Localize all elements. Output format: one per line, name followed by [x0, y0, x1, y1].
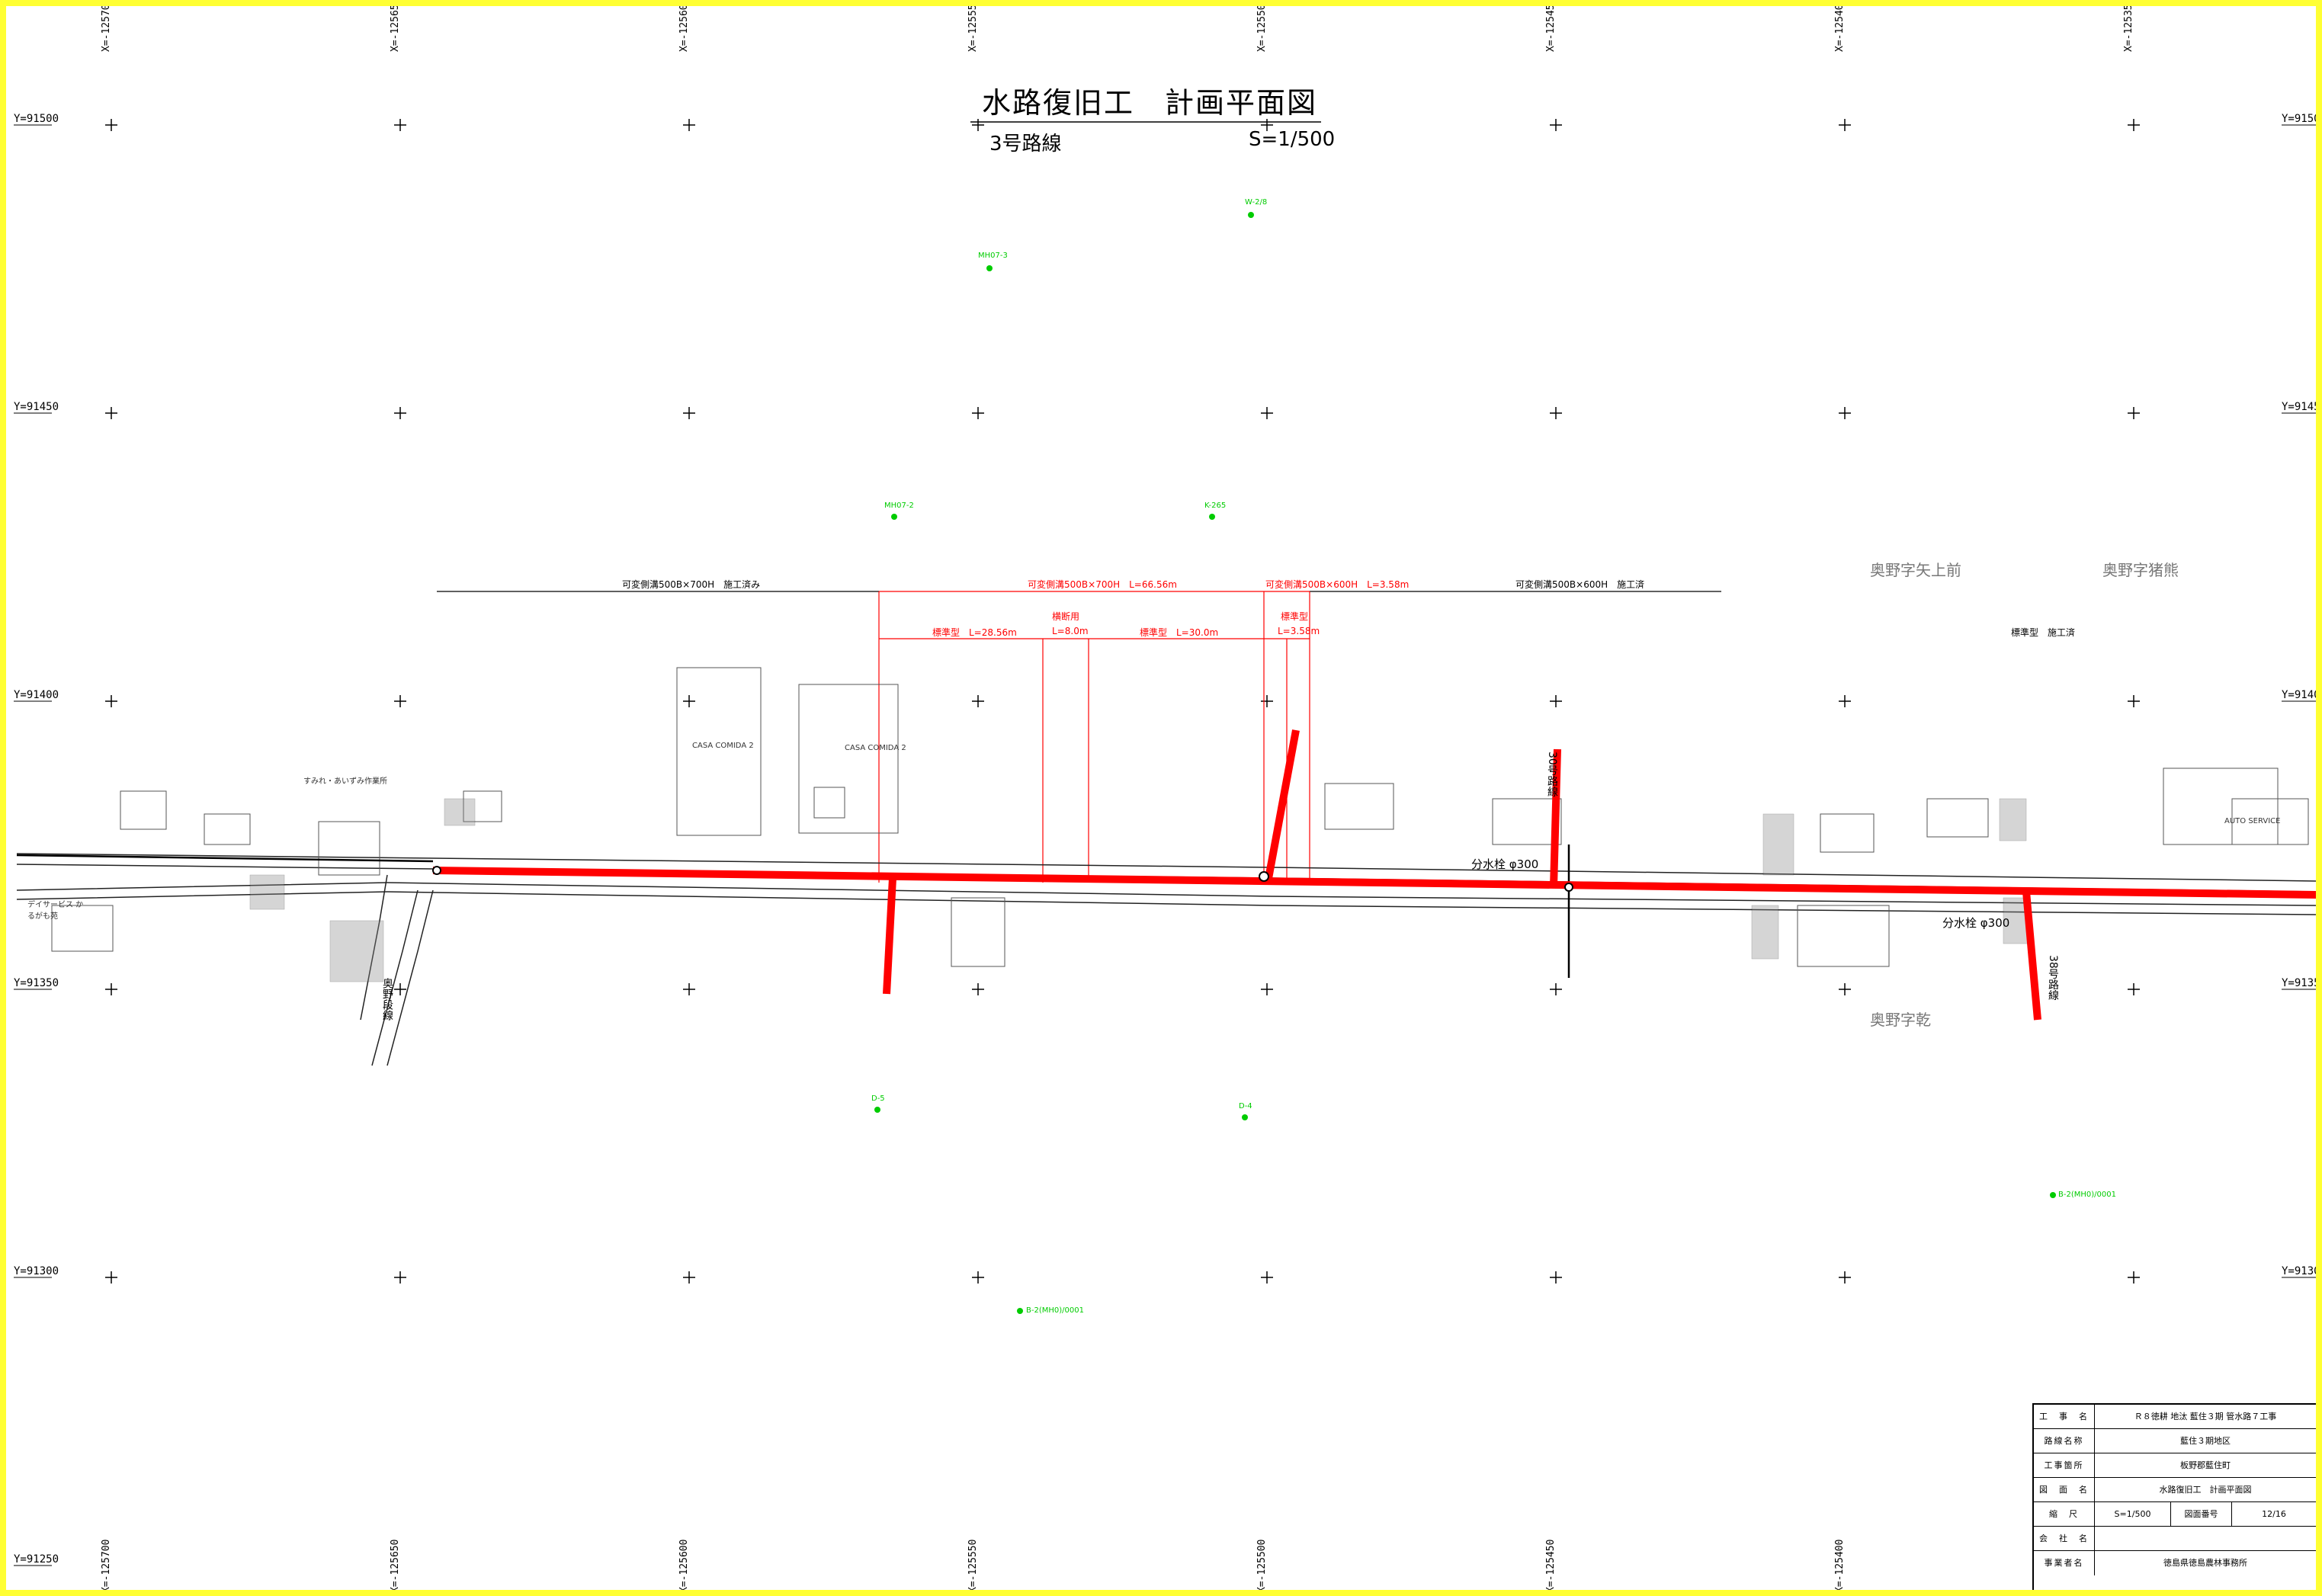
grid-x-label: X=-125700: [101, 0, 112, 52]
grid-x-label: X=-125700: [101, 1539, 112, 1593]
grid-crosses: [105, 119, 2140, 1284]
route-30: 30号路線: [1546, 752, 1558, 797]
tb-value: [2095, 1527, 2316, 1551]
grid-x-label: X=-125600: [678, 1539, 690, 1593]
grid-x-label: X=-125650: [390, 0, 401, 52]
grid-x-label: X=-125350: [2123, 0, 2134, 52]
route-okuno: 奥野段線: [381, 978, 393, 1021]
tb-scale-value: S=1/500: [2095, 1502, 2171, 1527]
grid-x-label: X=-125400: [1834, 0, 1846, 52]
grid-y-label: Y=91500: [2282, 113, 2320, 125]
survey-label: K-265: [1204, 502, 1227, 510]
place-yagamimae: 奥野字矢上前: [1870, 561, 1961, 579]
dim-std-c: 標準型 L=30.0m: [1140, 627, 1219, 638]
dim-cross-use: 横断用: [1052, 611, 1080, 622]
tb-value: 藍住３期地区: [2180, 1436, 2231, 1446]
survey-label: W-2/8: [1245, 198, 1268, 207]
grid-y-label: Y=91400: [2282, 689, 2320, 701]
title-block: 工 事 名 Ｒ８徳耕 地汰 藍住３期 管水路７工事 路線名称 藍住３期地区 工事…: [2032, 1403, 2316, 1590]
tb-label: 縮 尺: [2034, 1502, 2095, 1527]
tb-label: 工事箇所: [2034, 1453, 2095, 1478]
tb-row-owner: 事業者名 徳島県徳島農林事務所: [2034, 1551, 2316, 1575]
tb-row-project: 工 事 名 Ｒ８徳耕 地汰 藍住３期 管水路７工事: [2034, 1405, 2316, 1429]
tb-label: 工 事 名: [2034, 1405, 2095, 1429]
tb-row-scale: 縮 尺 S=1/500 図面番号 12/16: [2034, 1502, 2316, 1527]
grid-y-label: Y=91350: [2282, 977, 2320, 989]
grid-x-label: X=-125500: [1256, 0, 1268, 52]
tb-sheet-label: 図面番号: [2171, 1502, 2232, 1527]
dimension-new: [878, 591, 1310, 883]
hatched-areas: [249, 798, 2031, 982]
tb-row-company: 会 社 名: [2034, 1527, 2316, 1551]
grid-x-label: X=-125550: [967, 1539, 979, 1593]
survey-label: MH07-2: [884, 502, 914, 510]
dim-std-e: L=3.58m: [1278, 626, 1320, 636]
dim-new-short: 可変側溝500B×600H L=3.58m: [1265, 579, 1410, 590]
survey-label: MH07-3: [978, 252, 1008, 260]
tb-sheet-value: 12/16: [2262, 1509, 2286, 1519]
tb-row-drawing: 図 面 名 水路復旧工 計画平面図: [2034, 1478, 2316, 1502]
dim-std-d: 標準型: [1281, 611, 1309, 622]
grid-x-label: X=-125450: [1545, 0, 1557, 52]
building-outlines: [51, 667, 2309, 967]
tb-value: 徳島県徳島農林事務所: [2163, 1558, 2247, 1568]
grid-y-label: Y=91450: [2282, 401, 2320, 413]
grid-y-label: Y=91300: [2282, 1265, 2320, 1277]
survey-label: B-2(MH0)/0001: [2058, 1191, 2116, 1199]
building-daycare: デイサービス かるがも苑: [27, 901, 84, 921]
plan-linework: [14, 119, 2316, 1566]
dim-done-left: 可変側溝500B×700H 施工済み: [622, 579, 761, 590]
grid-x-label: X=-125650: [390, 1539, 401, 1593]
bunsui-label-2: 分水栓 φ300: [1942, 916, 2010, 930]
tb-row-route: 路線名称 藍住３期地区: [2034, 1429, 2316, 1453]
tb-row-location: 工事箇所 板野郡藍住町: [2034, 1453, 2316, 1478]
tb-label: 路線名称: [2034, 1429, 2095, 1453]
drawing-scale: S=1/500: [1249, 128, 1336, 151]
building-casa-1: CASA COMIDA 2: [692, 742, 754, 750]
dim-done-right: 可変側溝500B×600H 施工済: [1515, 579, 1645, 590]
grid-x-label: X=-125400: [1834, 1539, 1846, 1593]
route-name: 3号路線: [989, 133, 1062, 155]
drawing-title: 水路復旧工 計画平面図: [982, 86, 1318, 120]
route-right: 38号路線: [2047, 955, 2059, 1001]
new-channel-red: [432, 729, 2316, 1021]
tb-label: 事業者名: [2034, 1551, 2095, 1575]
tb-value: 板野郡藍住町: [2180, 1460, 2231, 1470]
survey-points: [874, 212, 2056, 1314]
place-inui: 奥野字乾: [1870, 1011, 1931, 1029]
grid-x-label: X=-125450: [1545, 1539, 1557, 1593]
tb-value: 水路復旧工 計画平面図: [2159, 1485, 2252, 1495]
survey-label: D-4: [1239, 1102, 1252, 1110]
building-casa-2: CASA COMIDA 2: [845, 744, 906, 752]
survey-label: B-2(MH0)/0001: [1026, 1306, 1084, 1315]
grid-y-label: Y=91400: [14, 689, 59, 701]
dim-new-main: 可変側溝500B×700H L=66.56m: [1028, 579, 1177, 590]
dim-std-a: 標準型 L=28.56m: [932, 627, 1017, 638]
dim-std-b: L=8.0m: [1052, 626, 1089, 636]
grid-y-label: Y=91450: [14, 401, 59, 413]
grid-y-label: Y=91300: [14, 1265, 59, 1277]
grid-y-label: Y=91350: [14, 977, 59, 989]
edge-ticks: [14, 124, 2316, 1566]
junction-markers: [432, 866, 1573, 892]
tb-label: 会 社 名: [2034, 1527, 2095, 1551]
survey-label: D-5: [871, 1094, 885, 1103]
dim-std-done: 標準型 施工済: [2011, 627, 2076, 638]
grid-x-label: X=-125500: [1256, 1539, 1268, 1593]
grid-x-label: X=-125600: [678, 0, 690, 52]
grid-y-label: Y=91500: [14, 113, 59, 125]
tb-value: Ｒ８徳耕 地汰 藍住３期 管水路７工事: [2134, 1412, 2277, 1421]
grid-x-label: X=-125550: [967, 0, 979, 52]
building-sumire: すみれ・あいずみ作業所: [303, 777, 387, 786]
grid-y-label: Y=91250: [14, 1553, 59, 1566]
building-auto: AUTO SERVICE: [2224, 817, 2281, 825]
tb-label: 図 面 名: [2034, 1478, 2095, 1502]
bunsui-label-1: 分水栓 φ300: [1471, 857, 1539, 871]
place-inokuma: 奥野字猪熊: [2102, 561, 2179, 579]
